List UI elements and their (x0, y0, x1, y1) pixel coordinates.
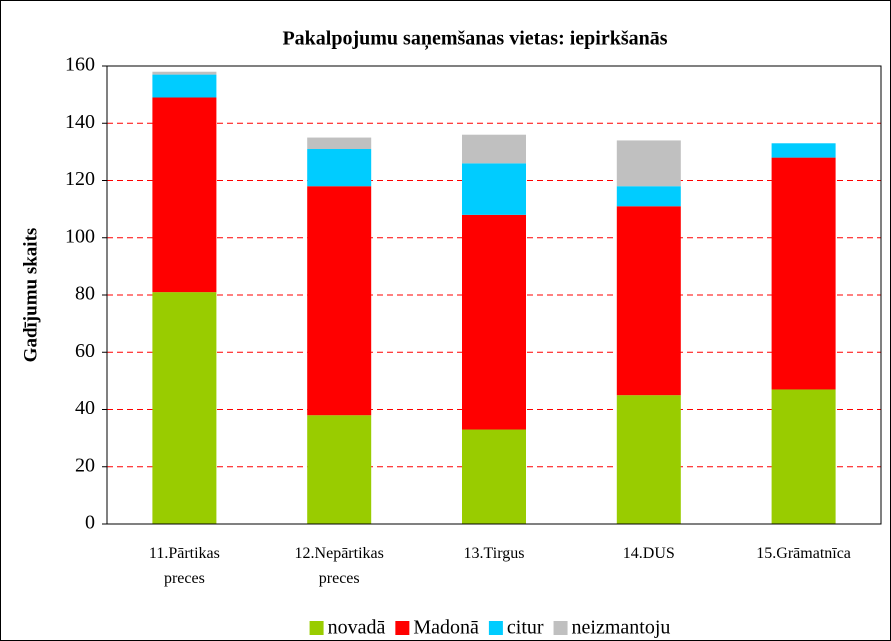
legend-swatch (553, 621, 568, 635)
bar-segment (771, 389, 836, 524)
x-tick-label: 14.DUS (623, 545, 675, 562)
y-axis-label: Gadījumu skaits (20, 228, 41, 363)
bar-segment (616, 206, 681, 396)
y-tick-label: 160 (65, 54, 95, 76)
bar-segment (152, 97, 217, 293)
x-tick-label: 15.Grāmatnīca (756, 545, 851, 562)
bar-segment (771, 143, 836, 158)
bar-segment (462, 429, 526, 524)
chart-title: Pakalpojumu saņemšanas vietas: iepirkšan… (282, 28, 667, 51)
y-tick-label: 140 (65, 111, 95, 133)
x-tick-label: 12.Nepārtikas preces (295, 545, 384, 587)
bar-segment (152, 292, 217, 524)
bar-segment (307, 186, 372, 416)
bar-segment (462, 163, 526, 215)
bar-segment (307, 137, 372, 150)
bar-segment (616, 186, 681, 207)
legend-swatch (395, 621, 410, 635)
y-tick-label: 0 (85, 512, 95, 534)
legend-label: novadā (328, 617, 386, 639)
y-tick-label: 100 (65, 225, 95, 247)
plot-border (106, 65, 882, 525)
y-tick-label: 80 (75, 283, 95, 305)
legend-label: Madonā (413, 617, 479, 639)
bar-segment (152, 71, 217, 75)
bar-segment (307, 415, 372, 524)
legend-label: neizmantoju (572, 617, 671, 639)
x-tick-label: 13.Tirgus (464, 545, 525, 562)
legend-label: citur (507, 617, 544, 639)
bar-segment (307, 149, 372, 187)
y-tick-label: 60 (75, 340, 95, 362)
bar-segment (462, 134, 526, 164)
bar-segment (152, 74, 217, 98)
x-tick-label: 11.Pārtikas preces (149, 545, 220, 587)
legend-swatch (488, 621, 503, 635)
bar-segment (616, 140, 681, 187)
bar-segment (616, 395, 681, 524)
bar-segment (462, 214, 526, 430)
y-tick-label: 40 (75, 397, 95, 419)
bar-segment (771, 157, 836, 390)
legend-swatch (309, 621, 324, 635)
y-tick-label: 120 (65, 168, 95, 190)
y-tick-label: 20 (75, 454, 95, 476)
